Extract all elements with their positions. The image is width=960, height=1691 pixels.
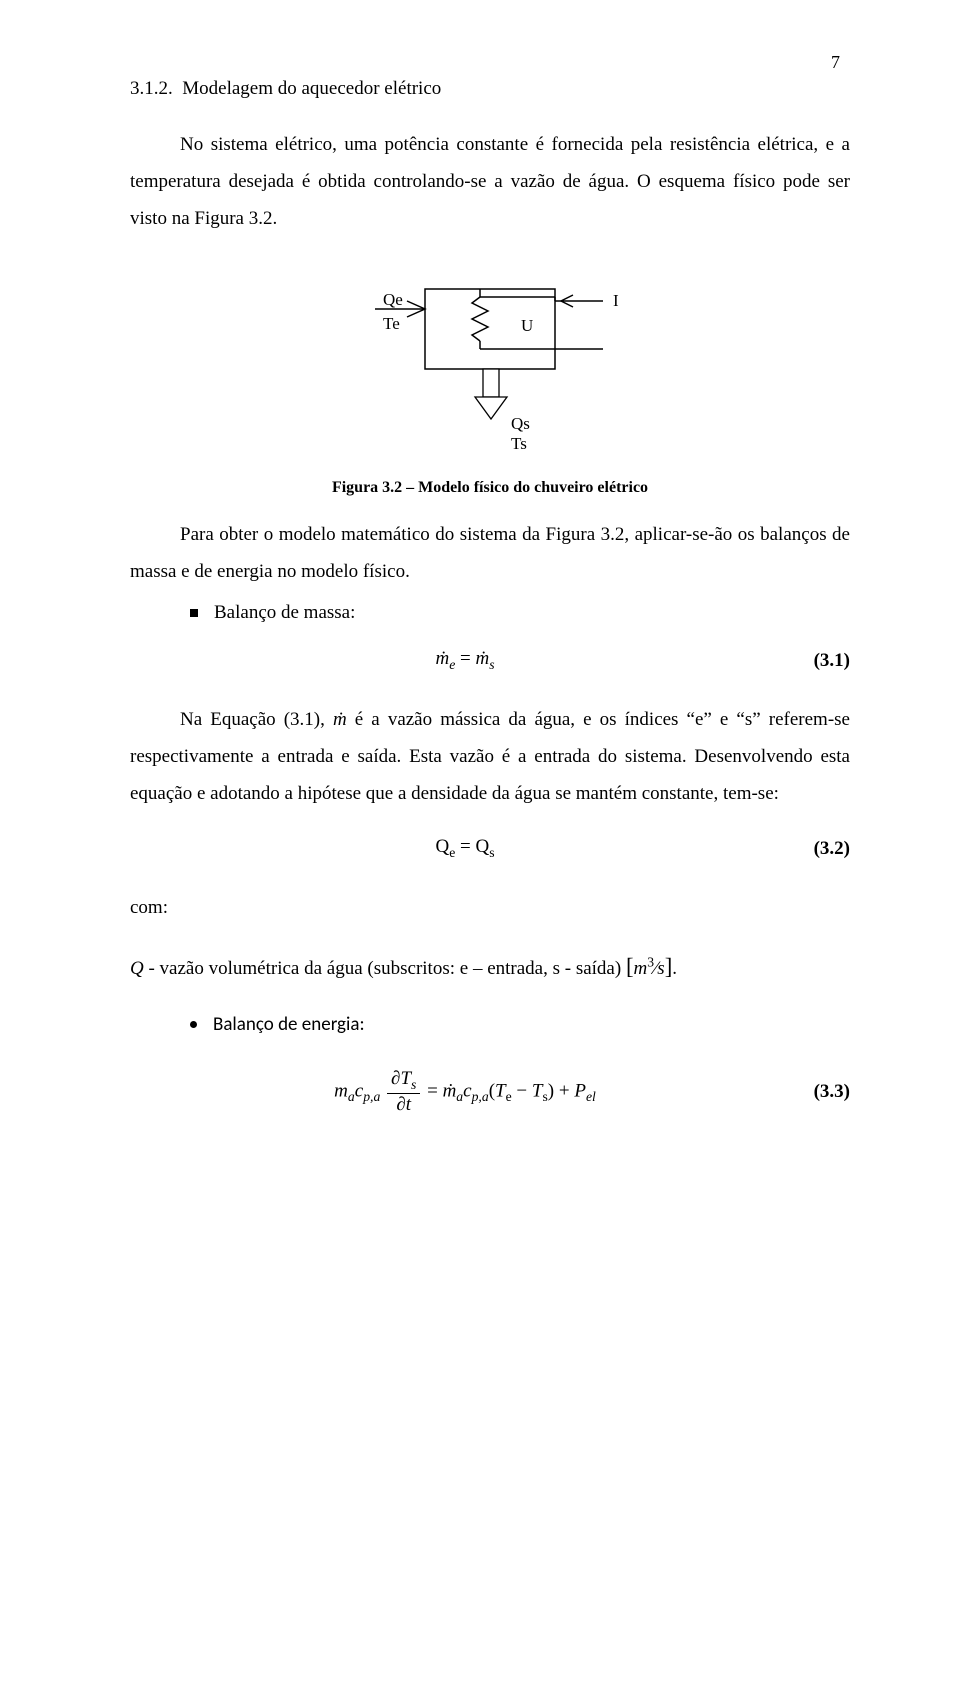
eq-sign3: = xyxy=(427,1081,442,1102)
sub-e: e xyxy=(449,657,455,672)
page-number: 7 xyxy=(831,52,840,73)
paragraph-intro: No sistema elétrico, uma potência consta… xyxy=(130,126,850,237)
bullet-mass: Balanço de massa: xyxy=(190,602,850,624)
Ts-num: T xyxy=(400,1068,411,1089)
equation-3-2-number: (3.2) xyxy=(800,838,850,860)
label-u: U xyxy=(521,316,533,335)
bullet-energy: Balanço de energia: xyxy=(190,1013,850,1036)
sub-s2: s xyxy=(489,845,494,860)
eq-sign2: = xyxy=(460,836,475,857)
t-den: t xyxy=(406,1094,411,1115)
minus: − xyxy=(512,1081,532,1102)
c1: c xyxy=(355,1081,363,1102)
label-ts: Ts xyxy=(511,434,527,453)
c2: c xyxy=(463,1081,471,1102)
figure-caption: Figura 3.2 – Modelo físico do chuveiro e… xyxy=(332,479,648,497)
sub-el: el xyxy=(586,1090,596,1105)
label-i: I xyxy=(613,291,619,310)
square-bullet-icon xyxy=(190,609,198,617)
label-qe: Qe xyxy=(383,290,403,309)
sub-s-num: s xyxy=(411,1077,416,1092)
mdot2: ṁ xyxy=(475,648,489,669)
equation-3-2: Qe = Qs (3.2) xyxy=(130,836,850,861)
sub-pa1: p,a xyxy=(363,1090,380,1105)
paragraph-balances: Para obter o modelo matemático do sistem… xyxy=(130,516,850,590)
dot-bullet-icon xyxy=(190,1021,197,1028)
para4-pre: - vazão volumétrica da água (subscritos:… xyxy=(144,958,626,979)
Ts2: T xyxy=(532,1081,543,1102)
para3-pre: Na Equação (3.1), xyxy=(180,709,333,730)
equation-3-2-body: Qe = Qs xyxy=(130,836,800,861)
equation-3-1-body: ṁe = ṁs xyxy=(130,648,800,673)
eq-sign: = xyxy=(460,648,475,669)
diagram: Qe Te U I Qs Ts xyxy=(345,269,635,469)
m-unit: m xyxy=(634,958,648,979)
mdot: ṁ xyxy=(435,648,449,669)
page: 7 3.1.2. Modelagem do aquecedor elétrico… xyxy=(0,0,960,1691)
sub-e2: e xyxy=(449,845,455,860)
Q-sym: Q xyxy=(130,958,144,979)
s-unit: s xyxy=(657,958,664,979)
paragraph-eq31-explain: Na Equação (3.1), ṁ é a vazão mássica da… xyxy=(130,701,850,812)
Te: T xyxy=(495,1081,506,1102)
equation-3-1-number: (3.1) xyxy=(800,650,850,672)
ma: m xyxy=(334,1081,348,1102)
sub-pa2: p,a xyxy=(472,1090,489,1105)
plus: + xyxy=(554,1081,574,1102)
figure-3-2: Qe Te U I Qs Ts Figura 3.2 – Modelo físi… xyxy=(130,269,850,497)
sub-a1: a xyxy=(348,1090,355,1105)
lbrack: [ xyxy=(626,954,634,979)
sub-s: s xyxy=(489,657,494,672)
P: P xyxy=(574,1081,586,1102)
section-heading: 3.1.2. Modelagem do aquecedor elétrico xyxy=(130,78,850,100)
bullet-energy-label: Balanço de energia: xyxy=(213,1013,365,1036)
paragraph-q-def: Q - vazão volumétrica da água (subscrito… xyxy=(130,945,850,989)
frac-dTs-dt: ∂Ts ∂t xyxy=(387,1068,420,1116)
label-te: Te xyxy=(383,314,400,333)
d2: ∂ xyxy=(396,1094,405,1115)
equation-3-3-number: (3.3) xyxy=(800,1081,850,1103)
label-qs: Qs xyxy=(511,414,530,433)
equation-3-3: macp,a ∂Ts ∂t = ṁacp,a(Te − Ts) + Pel (3… xyxy=(130,1068,850,1116)
bullet-mass-label: Balanço de massa: xyxy=(214,602,355,624)
mdot-a: ṁ xyxy=(443,1081,457,1102)
Q-e: Q xyxy=(435,836,449,857)
period: . xyxy=(672,958,677,979)
equation-3-3-body: macp,a ∂Ts ∂t = ṁacp,a(Te − Ts) + Pel xyxy=(130,1068,800,1116)
diagram-svg: Qe Te U I Qs Ts xyxy=(345,269,635,469)
Q-s: Q xyxy=(475,836,489,857)
mdot-inline: ṁ xyxy=(333,709,347,730)
com-label: com: xyxy=(130,889,850,926)
equation-3-1: ṁe = ṁs (3.1) xyxy=(130,648,850,673)
